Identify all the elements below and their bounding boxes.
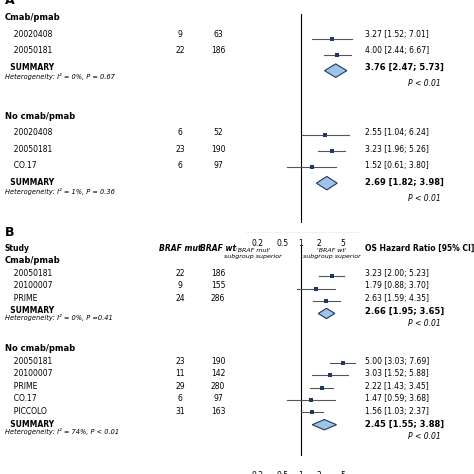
Text: 6: 6 [178, 394, 182, 403]
Polygon shape [318, 308, 335, 319]
Text: 3.03 [1.52; 5.88]: 3.03 [1.52; 5.88] [365, 369, 428, 378]
Text: 3.23 [1.96; 5.26]: 3.23 [1.96; 5.26] [365, 145, 429, 154]
Text: P < 0.01: P < 0.01 [408, 432, 441, 441]
Text: 155: 155 [211, 281, 225, 290]
Text: 97: 97 [213, 161, 223, 170]
Text: 1.47 [0.59; 3.68]: 1.47 [0.59; 3.68] [365, 394, 429, 403]
Text: 20020408: 20020408 [9, 128, 53, 137]
Text: Cmab/pmab: Cmab/pmab [5, 13, 60, 22]
Text: 20050181: 20050181 [9, 269, 53, 278]
Text: 1: 1 [298, 239, 303, 248]
Text: 3.76 [2.47; 5.73]: 3.76 [2.47; 5.73] [365, 63, 444, 72]
Text: 186: 186 [211, 46, 225, 55]
Text: Heterogeneity: I² = 0%, P =0.41: Heterogeneity: I² = 0%, P =0.41 [5, 314, 112, 321]
Text: 20050181: 20050181 [9, 46, 53, 55]
Text: PICCOLO: PICCOLO [9, 407, 47, 416]
Text: 190: 190 [211, 145, 225, 154]
Text: 23: 23 [175, 357, 185, 366]
Text: SUMMARY: SUMMARY [5, 178, 54, 187]
Text: 0.5: 0.5 [276, 471, 288, 474]
Text: 22: 22 [175, 46, 185, 55]
Text: Heterogeneity: I² = 74%, P < 0.01: Heterogeneity: I² = 74%, P < 0.01 [5, 428, 119, 435]
Text: 9: 9 [178, 281, 182, 290]
Text: Study: Study [5, 244, 30, 253]
Text: 2: 2 [317, 239, 321, 248]
Text: 0.5: 0.5 [276, 239, 288, 248]
Text: 20050181: 20050181 [9, 357, 53, 366]
Text: 2: 2 [317, 471, 321, 474]
Text: PRIME: PRIME [9, 294, 38, 303]
Text: 3.27 [1.52; 7.01]: 3.27 [1.52; 7.01] [365, 30, 428, 39]
Text: 186: 186 [211, 269, 225, 278]
Text: 22: 22 [175, 269, 185, 278]
Text: CO.17: CO.17 [9, 161, 37, 170]
Text: SUMMARY: SUMMARY [5, 63, 54, 72]
Polygon shape [317, 176, 337, 190]
Text: 97: 97 [213, 394, 223, 403]
Text: 23: 23 [175, 145, 185, 154]
Text: 1: 1 [298, 471, 303, 474]
Text: 1.56 [1.03; 2.37]: 1.56 [1.03; 2.37] [365, 407, 429, 416]
Text: 3.23 [2.00; 5.23]: 3.23 [2.00; 5.23] [365, 269, 429, 278]
Text: 63: 63 [213, 30, 223, 39]
Text: SUMMARY: SUMMARY [5, 306, 54, 315]
Text: Heterogeneity: I² = 0%, P = 0.67: Heterogeneity: I² = 0%, P = 0.67 [5, 73, 115, 80]
Text: 11: 11 [175, 369, 185, 378]
Text: 0.2: 0.2 [252, 239, 264, 248]
Polygon shape [325, 64, 347, 77]
Text: A: A [5, 0, 14, 7]
Text: 163: 163 [211, 407, 225, 416]
Text: 1.52 [0.61; 3.80]: 1.52 [0.61; 3.80] [365, 161, 428, 170]
Text: 20050181: 20050181 [9, 145, 53, 154]
Text: 0.2: 0.2 [252, 471, 264, 474]
Text: BRAF mut: BRAF mut [159, 244, 201, 253]
Text: 142: 142 [211, 369, 225, 378]
Text: 20020408: 20020408 [9, 30, 53, 39]
Text: 2.66 [1.95; 3.65]: 2.66 [1.95; 3.65] [365, 306, 444, 315]
Text: 52: 52 [213, 128, 223, 137]
Text: 'BRAF mut'
subgroup superior: 'BRAF mut' subgroup superior [224, 248, 282, 259]
Text: 6: 6 [178, 161, 182, 170]
Text: P < 0.01: P < 0.01 [408, 194, 441, 203]
Text: 5.00 [3.03; 7.69]: 5.00 [3.03; 7.69] [365, 357, 429, 366]
Text: B: B [5, 227, 14, 239]
Text: 'BRAF wt'
subgroup superior: 'BRAF wt' subgroup superior [303, 248, 361, 259]
Text: No cmab/pmab: No cmab/pmab [5, 344, 75, 353]
Text: 190: 190 [211, 357, 225, 366]
Text: No cmab/pmab: No cmab/pmab [5, 112, 75, 121]
Text: OS Hazard Ratio [95% CI]: OS Hazard Ratio [95% CI] [365, 244, 474, 253]
Text: 280: 280 [211, 382, 225, 391]
Text: 31: 31 [175, 407, 185, 416]
Polygon shape [312, 419, 337, 430]
Text: 1.79 [0.88; 3.70]: 1.79 [0.88; 3.70] [365, 281, 429, 290]
Text: 5: 5 [341, 471, 346, 474]
Text: 2.22 [1.43; 3.45]: 2.22 [1.43; 3.45] [365, 382, 428, 391]
Text: PRIME: PRIME [9, 382, 38, 391]
Text: 24: 24 [175, 294, 185, 303]
Text: Cmab/pmab: Cmab/pmab [5, 256, 60, 265]
Text: CO.17: CO.17 [9, 394, 37, 403]
Text: 2.63 [1.59; 4.35]: 2.63 [1.59; 4.35] [365, 294, 429, 303]
Text: 286: 286 [211, 294, 225, 303]
Text: P < 0.01: P < 0.01 [408, 319, 441, 328]
Text: 6: 6 [178, 128, 182, 137]
Text: 29: 29 [175, 382, 185, 391]
Text: 20100007: 20100007 [9, 281, 53, 290]
Text: Heterogeneity: I² = 1%, P = 0.36: Heterogeneity: I² = 1%, P = 0.36 [5, 188, 115, 195]
Text: 20100007: 20100007 [9, 369, 53, 378]
Text: 2.55 [1.04; 6.24]: 2.55 [1.04; 6.24] [365, 128, 429, 137]
Text: 5: 5 [341, 239, 346, 248]
Text: SUMMARY: SUMMARY [5, 419, 54, 428]
Text: BRAF wt: BRAF wt [200, 244, 236, 253]
Text: 4.00 [2.44; 6.67]: 4.00 [2.44; 6.67] [365, 46, 429, 55]
Text: 2.45 [1.55; 3.88]: 2.45 [1.55; 3.88] [365, 419, 444, 428]
Text: 2.69 [1.82; 3.98]: 2.69 [1.82; 3.98] [365, 178, 444, 187]
Text: 9: 9 [178, 30, 182, 39]
Text: P < 0.01: P < 0.01 [408, 79, 441, 88]
